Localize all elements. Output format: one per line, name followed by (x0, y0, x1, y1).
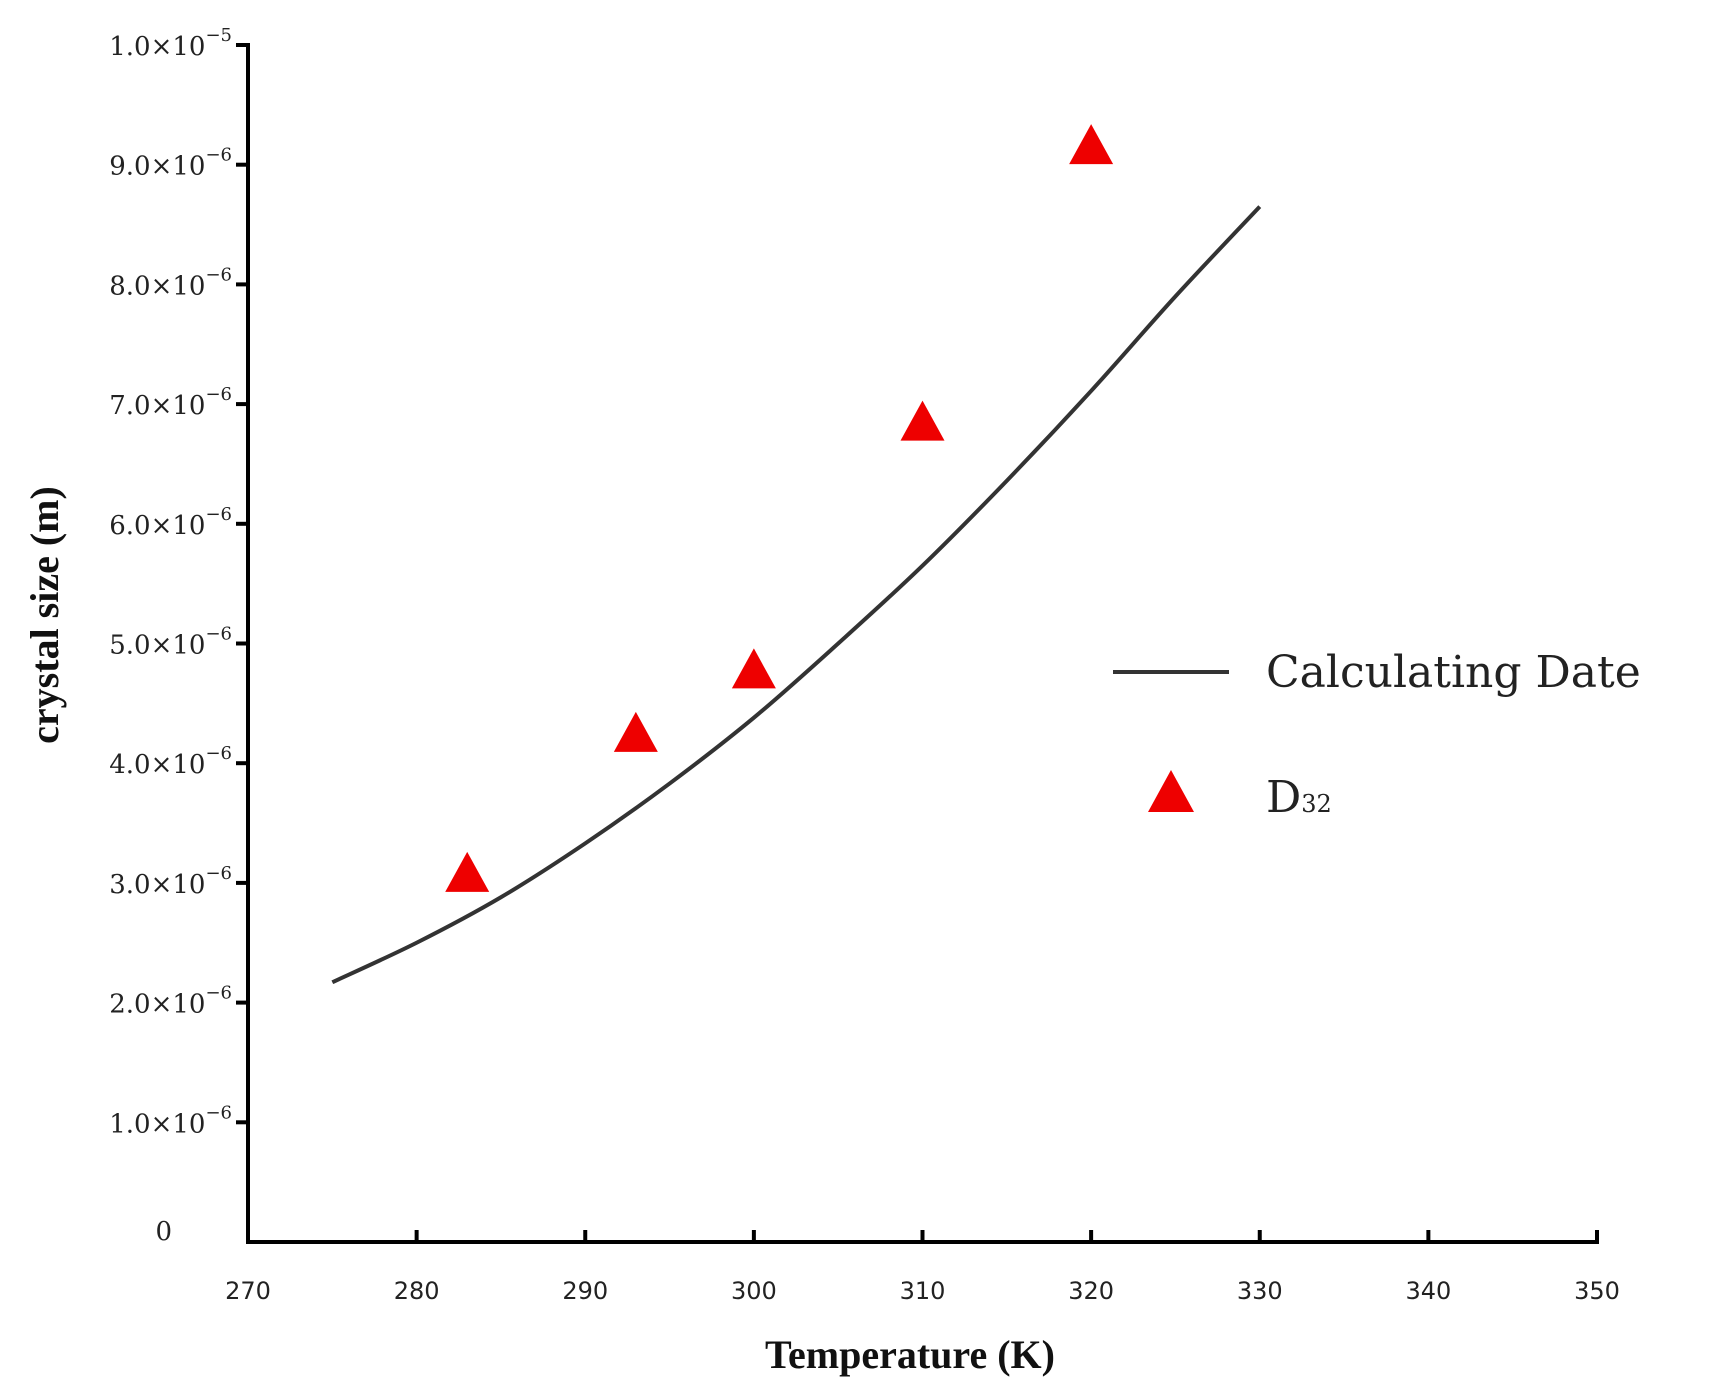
plot-series (331, 124, 1262, 985)
y-tick-label: 1.0×10−6 (109, 1102, 232, 1139)
y-tick-label: 2.0×10−6 (109, 983, 232, 1020)
x-tick-label: 320 (1068, 1277, 1114, 1305)
y-tick-label-exponent: −6 (205, 863, 232, 884)
x-tick-label: 310 (900, 1277, 946, 1305)
d32-data-point (445, 851, 490, 892)
legend-triangle-swatch (1148, 770, 1194, 812)
d32-data-point (900, 400, 945, 441)
y-tick-label: 6.0×10−6 (109, 504, 232, 541)
y-tick-label-exponent: −6 (205, 983, 232, 1004)
x-tick-label: 270 (225, 1277, 271, 1305)
y-tick-label: 8.0×10−6 (109, 264, 232, 301)
y-tick-label: 4.0×10−6 (109, 743, 232, 780)
y-tick-label-exponent: −5 (205, 25, 232, 46)
calculating-date-curve (331, 205, 1262, 985)
x-tick-label: 330 (1237, 1277, 1283, 1305)
y-tick-label-exponent: −6 (205, 743, 232, 764)
y-tick-label: 1.0×10−5 (109, 25, 232, 62)
x-tick-label: 340 (1405, 1277, 1451, 1305)
x-tick-label: 280 (394, 1277, 440, 1305)
y-tick-label: 7.0×10−6 (109, 384, 232, 421)
x-tick-label: 350 (1574, 1277, 1620, 1305)
y-tick-label-mantissa: 9.0×10 (109, 152, 205, 182)
y-tick-label-mantissa: 7.0×10 (109, 391, 205, 421)
y-tick-label: 3.0×10−6 (109, 863, 232, 900)
legend-label-d32: D32 (1266, 772, 1332, 823)
y-tick-label-mantissa: 4.0×10 (109, 750, 205, 780)
y-tick-label-mantissa: 6.0×10 (109, 511, 205, 541)
x-axis-title: Temperature (K) (765, 1332, 1055, 1377)
y-tick-label: 0 (155, 1217, 172, 1247)
d32-data-point (1069, 124, 1114, 165)
y-axis-title: crystal size (m) (22, 486, 67, 744)
x-tick-label: 300 (731, 1277, 777, 1305)
y-axis-ticks: 01.0×10−62.0×10−63.0×10−64.0×10−65.0×10−… (109, 25, 248, 1247)
y-tick-label-mantissa: 2.0×10 (109, 990, 205, 1020)
d32-data-point (731, 648, 776, 689)
y-tick-label-exponent: −6 (205, 145, 232, 166)
y-tick-label-exponent: −6 (205, 264, 232, 285)
d32-data-point (613, 711, 658, 752)
legend-label-calculating-date: Calculating Date (1266, 647, 1641, 698)
x-tick-label: 290 (562, 1277, 608, 1305)
y-tick-label-value: 0 (155, 1217, 172, 1247)
y-tick-label-mantissa: 5.0×10 (109, 631, 205, 661)
y-tick-label-mantissa: 1.0×10 (109, 32, 205, 62)
x-axis-ticks: 270 280 290 300 310 320 330 340 350 (225, 1230, 1620, 1305)
legend-label-d-subscript: 32 (1301, 790, 1332, 818)
legend-label-d: D (1266, 772, 1301, 823)
y-tick-label-mantissa: 3.0×10 (109, 870, 205, 900)
y-tick-label-exponent: −6 (205, 1102, 232, 1123)
y-tick-label-exponent: −6 (205, 624, 232, 645)
y-tick-label-mantissa: 1.0×10 (109, 1109, 205, 1139)
y-tick-label-exponent: −6 (205, 504, 232, 525)
y-tick-label: 9.0×10−6 (109, 145, 232, 182)
y-tick-label-exponent: −6 (205, 384, 232, 405)
legend: Calculating Date D32 (1113, 647, 1641, 823)
y-tick-label-mantissa: 8.0×10 (109, 271, 205, 301)
y-tick-label: 5.0×10−6 (109, 624, 232, 661)
